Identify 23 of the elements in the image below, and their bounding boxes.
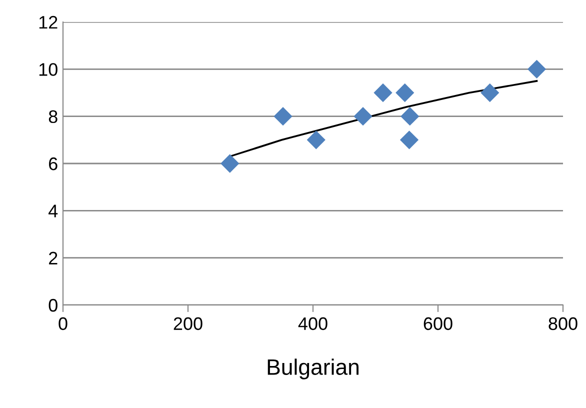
point	[400, 130, 419, 150]
point	[527, 60, 546, 78]
y-tick-label: 0	[48, 298, 58, 312]
point	[306, 130, 326, 150]
y-tick-label: 12	[39, 16, 58, 29]
point	[274, 107, 292, 126]
x-tick-label: 600	[424, 317, 452, 330]
y-tick-label: 4	[48, 204, 58, 218]
point	[354, 107, 372, 126]
point	[374, 83, 392, 102]
y-tick-label: 2	[49, 252, 58, 264]
point	[396, 83, 414, 102]
x-tick-label: 800	[548, 317, 578, 330]
y-tick-label: 8	[48, 110, 58, 124]
y-tick-label: 6	[49, 157, 58, 170]
x-axis-title: Bulgarian	[268, 358, 359, 380]
x-tick-label: 400	[298, 317, 328, 330]
x-tick-label: 200	[174, 317, 202, 330]
point	[220, 154, 240, 173]
point	[400, 107, 420, 126]
y-tick-label: 10	[39, 63, 58, 76]
point	[480, 83, 500, 102]
x-tick-label: 0	[58, 317, 68, 330]
